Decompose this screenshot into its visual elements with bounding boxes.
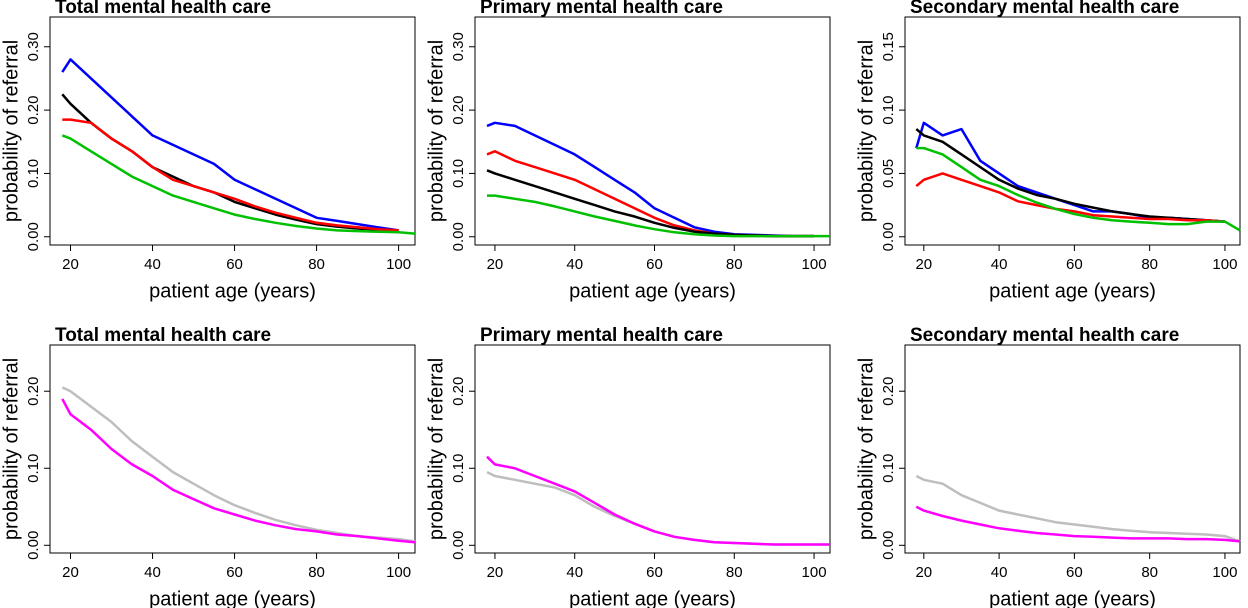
chart-title: Total mental health care: [55, 325, 271, 346]
x-tick-label: 60: [646, 256, 663, 273]
x-tick-label: 40: [144, 564, 161, 581]
data-line: [915, 505, 1241, 543]
y-axis-label: probability of referral: [425, 40, 447, 222]
plot-frame: [49, 344, 416, 554]
plot-frame: [904, 344, 1241, 554]
x-tick-label: 20: [62, 564, 79, 581]
x-tick-label: 20: [915, 564, 932, 581]
x-tick-label: 100: [386, 256, 411, 273]
y-tick-label: 0.00: [450, 531, 467, 560]
y-tick-label: 0.00: [25, 222, 42, 251]
y-tick-label: 0.15: [880, 32, 897, 61]
x-tick-label: 60: [1066, 564, 1083, 581]
y-tick-label: 0.00: [880, 531, 897, 560]
y-axis-label: probability of referral: [855, 358, 877, 540]
y-tick-label: 0.20: [25, 95, 42, 124]
x-tick-label: 80: [1141, 564, 1158, 581]
y-tick-label: 0.00: [450, 222, 467, 251]
x-tick-label: 100: [1212, 564, 1237, 581]
x-tick-label: 60: [646, 564, 663, 581]
x-tick-label: 40: [991, 256, 1008, 273]
x-tick-label: 80: [726, 564, 743, 581]
data-line: [61, 58, 399, 232]
y-tick-label: 0.30: [25, 32, 42, 61]
x-tick-label: 100: [386, 564, 411, 581]
data-line: [61, 398, 416, 544]
y-tick-label: 0.20: [880, 377, 897, 406]
x-tick-label: 60: [1066, 256, 1083, 273]
y-axis-label: probability of referral: [0, 40, 22, 222]
y-tick-label: 0.10: [880, 454, 897, 483]
x-tick-label: 80: [308, 256, 325, 273]
data-line: [61, 386, 416, 543]
x-tick-label: 100: [802, 564, 827, 581]
y-tick-label: 0.00: [25, 531, 42, 560]
data-line: [915, 121, 1225, 223]
x-tick-label: 80: [1141, 256, 1158, 273]
y-tick-label: 0.00: [880, 222, 897, 251]
x-axis-label: patient age (years): [149, 280, 316, 302]
x-axis-label: patient age (years): [569, 588, 736, 608]
x-tick-label: 80: [726, 256, 743, 273]
y-tick-label: 0.20: [25, 377, 42, 406]
y-tick-label: 0.20: [450, 377, 467, 406]
y-tick-label: 0.10: [450, 159, 467, 188]
x-axis-label: patient age (years): [569, 280, 736, 302]
x-tick-label: 20: [915, 256, 932, 273]
x-tick-label: 60: [226, 256, 243, 273]
x-tick-label: 40: [144, 256, 161, 273]
x-tick-label: 80: [308, 564, 325, 581]
x-tick-label: 40: [991, 564, 1008, 581]
data-line: [915, 172, 1225, 223]
data-line: [486, 150, 814, 238]
y-axis-label: probability of referral: [855, 40, 877, 222]
chart-title: Primary mental health care: [480, 0, 723, 18]
plot-frame: [474, 344, 831, 554]
x-tick-label: 40: [566, 256, 583, 273]
x-axis-label: patient age (years): [989, 588, 1156, 608]
data-line: [915, 474, 1241, 543]
chart-title: Total mental health care: [55, 0, 271, 18]
x-tick-label: 100: [1212, 256, 1237, 273]
y-tick-label: 0.10: [450, 454, 467, 483]
data-line: [916, 146, 1241, 232]
y-axis-label: probability of referral: [0, 358, 22, 540]
plot-frame: [474, 16, 831, 246]
data-line: [486, 121, 814, 238]
data-line: [61, 93, 399, 232]
plot-frame: [904, 16, 1241, 246]
x-tick-label: 60: [226, 564, 243, 581]
y-tick-label: 0.20: [450, 95, 467, 124]
x-tick-label: 40: [566, 564, 583, 581]
x-tick-label: 100: [802, 256, 827, 273]
plot-frame: [49, 16, 416, 246]
chart-title: Secondary mental health care: [910, 325, 1179, 346]
data-line: [915, 128, 1225, 223]
chart-title: Secondary mental health care: [910, 0, 1179, 18]
y-tick-label: 0.10: [880, 95, 897, 124]
data-line: [61, 134, 416, 235]
x-tick-label: 20: [487, 256, 504, 273]
y-tick-label: 0.10: [25, 454, 42, 483]
chart-title: Primary mental health care: [480, 325, 723, 346]
data-line: [486, 455, 830, 546]
y-axis-label: probability of referral: [425, 358, 447, 540]
x-axis-label: patient age (years): [149, 588, 316, 608]
data-line: [62, 118, 399, 232]
x-tick-label: 20: [62, 256, 79, 273]
y-tick-label: 0.30: [450, 32, 467, 61]
data-line: [487, 194, 830, 238]
y-tick-label: 0.10: [25, 159, 42, 188]
x-tick-label: 20: [487, 564, 504, 581]
y-tick-label: 0.05: [880, 159, 897, 188]
x-axis-label: patient age (years): [989, 280, 1156, 302]
